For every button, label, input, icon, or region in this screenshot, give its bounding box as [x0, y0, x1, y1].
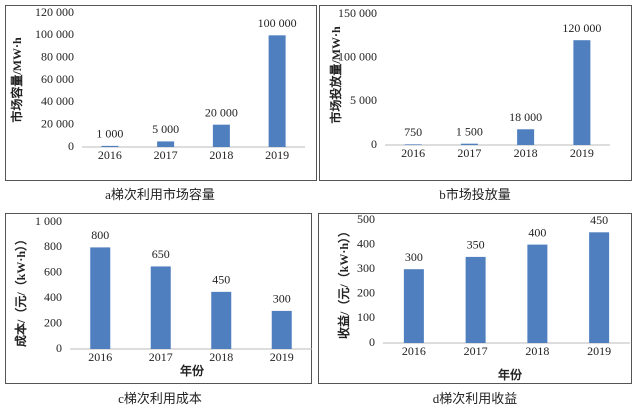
- bar: [589, 232, 610, 343]
- y-tick-label: 400: [357, 236, 375, 250]
- data-label: 1 500: [456, 124, 483, 138]
- bar: [268, 35, 286, 148]
- data-label: 100 000: [258, 16, 297, 30]
- bar: [271, 310, 292, 349]
- x-tick-label: 2016: [88, 350, 112, 364]
- y-tick-label: 800: [44, 239, 62, 253]
- x-axis-title: 年份: [180, 363, 205, 378]
- y-tick-label: 1 000: [35, 214, 62, 228]
- y-tick-label: 5 000: [350, 93, 377, 107]
- y-tick-label: 100 000: [35, 27, 74, 41]
- y-tick-label: 300: [357, 261, 375, 275]
- panel-border: [318, 213, 632, 384]
- y-tick-label: 400: [44, 290, 62, 304]
- bar: [517, 129, 535, 145]
- panel-border: [319, 5, 632, 181]
- data-label: 350: [467, 238, 485, 252]
- panel-border: [5, 5, 317, 181]
- bar: [465, 256, 486, 343]
- x-tick-label: 2018: [514, 146, 538, 160]
- x-tick-label: 2017: [149, 350, 173, 364]
- data-label: 300: [273, 292, 291, 306]
- data-label: 120 000: [562, 21, 601, 35]
- y-tick-label: 100: [357, 310, 375, 324]
- x-tick-label: 2016: [401, 146, 425, 160]
- caption: d梯次利用收益: [433, 391, 518, 406]
- data-label: 5 000: [152, 122, 179, 136]
- bar: [90, 247, 111, 349]
- data-label: 450: [212, 273, 230, 287]
- data-label: 1 000: [96, 127, 123, 141]
- y-tick-label: 60 000: [41, 72, 74, 86]
- x-tick-label: 2019: [270, 350, 294, 364]
- bar: [212, 124, 230, 147]
- bar: [211, 291, 232, 349]
- y-tick-label: 150 000: [338, 6, 377, 20]
- y-tick-label: 200: [44, 315, 62, 329]
- panel-border: [5, 213, 312, 384]
- data-label: 300: [405, 250, 423, 264]
- y-tick-label: 600: [44, 265, 62, 279]
- x-tick-label: 2018: [209, 148, 233, 162]
- data-label: 18 000: [509, 110, 542, 124]
- y-tick-label: 0: [369, 335, 375, 349]
- y-tick-label: 500: [357, 212, 375, 226]
- x-tick-label: 2018: [525, 344, 549, 358]
- y-tick-label: 0: [56, 341, 62, 355]
- x-tick-label: 2017: [464, 344, 488, 358]
- bar: [573, 40, 591, 146]
- x-tick-label: 2017: [154, 148, 178, 162]
- x-tick-label: 2019: [587, 344, 611, 358]
- caption: b市场投放量: [439, 187, 511, 202]
- data-label: 400: [528, 225, 546, 239]
- data-label: 800: [91, 228, 109, 242]
- bar: [403, 269, 424, 343]
- y-axis-title: 收益/（元/（kW·h））: [336, 225, 351, 339]
- x-tick-label: 2019: [265, 148, 289, 162]
- x-axis-title: 年份: [498, 367, 523, 382]
- x-tick-label: 2017: [457, 146, 481, 160]
- bar: [157, 141, 175, 147]
- data-label: 750: [404, 125, 422, 139]
- y-tick-label: 120 000: [35, 5, 74, 19]
- x-tick-label: 2016: [402, 344, 426, 358]
- data-label: 20 000: [205, 105, 238, 119]
- y-tick-label: 0: [371, 137, 377, 151]
- data-label: 450: [590, 213, 608, 227]
- x-tick-label: 2016: [98, 148, 122, 162]
- bar: [404, 144, 422, 145]
- data-label: 650: [152, 247, 170, 261]
- bar: [460, 143, 478, 145]
- y-tick-label: 100 000: [338, 49, 377, 63]
- y-tick-label: 200: [357, 286, 375, 300]
- y-tick-label: 20 000: [41, 116, 74, 130]
- y-axis-title: 市场容量/MW·h: [9, 37, 24, 123]
- caption: c梯次利用成本: [118, 391, 202, 406]
- y-axis-title: 市场投放量/MW·h: [328, 26, 343, 124]
- y-tick-label: 0: [68, 139, 74, 153]
- y-tick-label: 80 000: [41, 49, 74, 63]
- y-axis-title: 成本/（元/（kW·h））: [13, 233, 28, 347]
- bar: [150, 266, 171, 349]
- bar: [101, 145, 119, 147]
- bar: [527, 244, 548, 343]
- caption: a梯次利用市场容量: [105, 187, 215, 202]
- x-tick-label: 2018: [209, 350, 233, 364]
- x-tick-label: 2019: [570, 146, 594, 160]
- y-tick-label: 40 000: [41, 94, 74, 108]
